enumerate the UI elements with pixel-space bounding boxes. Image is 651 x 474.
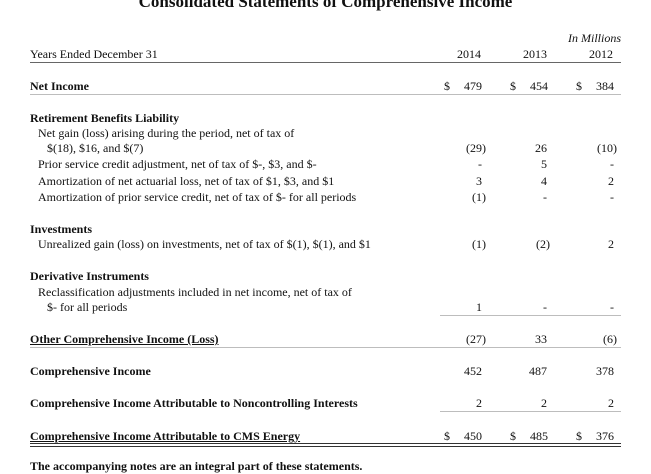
net-income-dollar-2014: $ xyxy=(444,79,450,93)
page-title: Consolidated Statements of Comprehensive… xyxy=(138,0,513,11)
retirement-row-2-2012: - xyxy=(610,157,614,171)
net-income-label: Net Income xyxy=(30,79,89,93)
noncontrolling-2012: 2 xyxy=(608,396,614,410)
derivatives-row-1-label-cont: $- for all periods xyxy=(47,300,128,314)
investments-row-1-2013: (2) xyxy=(536,237,550,251)
retirement-row-1-2012: (10) xyxy=(597,141,617,155)
header-rule xyxy=(30,62,621,63)
retirement-row-1-label: Net gain (loss) arising during the perio… xyxy=(38,126,295,140)
noncontrolling-rule xyxy=(440,411,621,412)
derivatives-row-1-2013: - xyxy=(543,300,547,314)
retirement-heading: Retirement Benefits Liability xyxy=(30,111,180,125)
investments-row-1-2014: (1) xyxy=(472,237,486,251)
unit-note: In Millions xyxy=(568,31,621,45)
cms-energy-double-rule xyxy=(30,443,621,447)
investments-heading: Investments xyxy=(30,222,92,236)
cms-energy-dollar-2014: $ xyxy=(444,429,450,443)
net-income-2014: 479 xyxy=(464,79,482,93)
investments-row-1-label: Unrealized gain (loss) on investments, n… xyxy=(38,237,371,251)
net-income-dollar-2013: $ xyxy=(510,79,516,93)
retirement-row-3-2013: 4 xyxy=(541,174,547,188)
retirement-row-1-label-cont: $(18), $16, and $(7) xyxy=(47,141,144,155)
cms-energy-label: Comprehensive Income Attributable to CMS… xyxy=(30,429,301,443)
retirement-row-2-2013: 5 xyxy=(541,157,547,171)
oci-2014: (27) xyxy=(466,332,486,346)
oci-2013: 33 xyxy=(535,332,547,346)
net-income-rule xyxy=(30,94,621,95)
oci-rule xyxy=(30,347,621,348)
comprehensive-income-2014: 452 xyxy=(464,364,482,378)
derivatives-row-1-label: Reclassification adjustments included in… xyxy=(38,285,352,299)
cms-energy-dollar-2012: $ xyxy=(576,429,582,443)
retirement-row-2-label: Prior service credit adjustment, net of … xyxy=(38,157,317,171)
comprehensive-income-2013: 487 xyxy=(529,364,547,378)
oci-2012: (6) xyxy=(603,332,617,346)
retirement-row-2-2014: - xyxy=(478,157,482,171)
year-header-2014: 2014 xyxy=(457,47,481,61)
retirement-row-1-2014: (29) xyxy=(466,141,486,155)
period-header-label: Years Ended December 31 xyxy=(30,47,158,61)
comprehensive-income-label: Comprehensive Income xyxy=(30,364,151,378)
retirement-row-4-2013: - xyxy=(543,190,547,204)
net-income-2012: 384 xyxy=(596,79,614,93)
retirement-row-3-2014: 3 xyxy=(476,174,482,188)
retirement-row-4-2014: (1) xyxy=(472,190,486,204)
derivatives-row-1-2014: 1 xyxy=(476,300,482,314)
oci-label: Other Comprehensive Income (Loss) xyxy=(30,332,219,346)
year-header-2012: 2012 xyxy=(589,47,613,61)
cms-energy-2014: 450 xyxy=(464,429,482,443)
retirement-row-3-label: Amortization of net actuarial loss, net … xyxy=(38,174,335,188)
derivatives-row-1-2012: - xyxy=(610,300,614,314)
footer-note: The accompanying notes are an integral p… xyxy=(30,459,363,473)
cms-energy-dollar-2013: $ xyxy=(510,429,516,443)
comprehensive-income-2012: 378 xyxy=(596,364,614,378)
retirement-row-3-2012: 2 xyxy=(608,174,614,188)
derivatives-heading: Derivative Instruments xyxy=(30,269,149,283)
investments-row-1-2012: 2 xyxy=(608,237,614,251)
noncontrolling-label: Comprehensive Income Attributable to Non… xyxy=(30,396,358,410)
net-income-dollar-2012: $ xyxy=(576,79,582,93)
cms-energy-2013: 485 xyxy=(530,429,548,443)
retirement-row-4-2012: - xyxy=(610,190,614,204)
noncontrolling-2014: 2 xyxy=(476,396,482,410)
net-income-2013: 454 xyxy=(530,79,548,93)
retirement-row-4-label: Amortization of prior service credit, ne… xyxy=(38,190,357,204)
derivatives-subtotal-rule xyxy=(440,315,621,316)
retirement-row-1-2013: 26 xyxy=(535,141,547,155)
noncontrolling-2013: 2 xyxy=(541,396,547,410)
year-header-2013: 2013 xyxy=(523,47,547,61)
cms-energy-2012: 376 xyxy=(596,429,614,443)
